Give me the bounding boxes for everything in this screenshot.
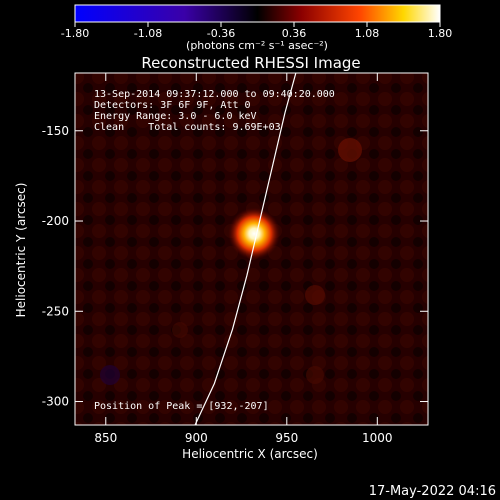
colorbar-ticks: -1.80 -1.08 -0.36 0.36 1.08 1.80 <box>61 22 452 40</box>
y-tick-label: -300 <box>42 395 69 409</box>
colorbar-tick-label: 1.80 <box>428 27 453 40</box>
y-axis-label: Heliocentric Y (arcsec) <box>14 183 28 318</box>
colorbar <box>74 4 441 23</box>
y-tick-label: -250 <box>42 304 69 318</box>
x-tick-label: 950 <box>275 431 298 445</box>
footer-timestamp: 17-May-2022 04:16 <box>369 484 496 499</box>
flare-blob-2 <box>305 285 325 305</box>
flare-blob-3 <box>306 366 324 384</box>
colorbar-tick-label: -1.80 <box>61 27 89 40</box>
axis-ticks: 850 900 950 1000 -150 -200 -250 -300 <box>42 73 428 445</box>
peak-position-label: Position of Peak = [932,-207] <box>94 401 269 412</box>
solar-limb-line <box>194 73 297 425</box>
annotation-energy-range: Energy Range: 3.0 - 6.0 keV <box>94 111 257 122</box>
annotation-clean-counts: Clean Total counts: 9.69E+03 <box>94 122 281 133</box>
y-tick-label: -150 <box>42 124 69 138</box>
x-tick-label: 850 <box>94 431 117 445</box>
y-tick-label: -200 <box>42 214 69 228</box>
annotation-time-range: 13-Sep-2014 09:37:12.000 to 09:40:20.000 <box>94 89 335 100</box>
plot-frame <box>74 72 429 426</box>
flare-blob-5 <box>100 365 120 385</box>
colorbar-tick-label: 1.08 <box>355 27 380 40</box>
x-tick-label: 1000 <box>362 431 393 445</box>
chart-title: Reconstructed RHESSI Image <box>141 54 360 72</box>
colorbar-tick-label: -0.36 <box>207 27 235 40</box>
colorbar-tick-label: -1.08 <box>134 27 162 40</box>
x-axis-label: Heliocentric X (arcsec) <box>182 447 318 461</box>
annotation-detectors: Detectors: 3F 6F 9F, Att 0 <box>94 100 251 111</box>
flare-blob-1 <box>338 138 362 162</box>
peak-source <box>228 207 281 260</box>
colorbar-unit-label: (photons cm⁻² s⁻¹ asec⁻²) <box>186 39 328 52</box>
flare-blob-4 <box>172 322 188 338</box>
colorbar-tick-label: 0.36 <box>282 27 307 40</box>
x-tick-label: 900 <box>185 431 208 445</box>
image-area <box>75 73 428 425</box>
